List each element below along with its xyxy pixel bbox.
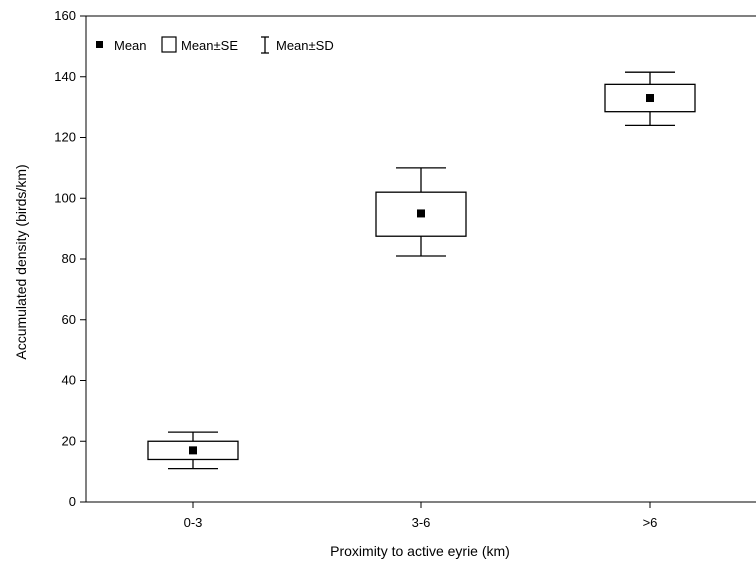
x-tick-label: 0-3	[184, 515, 203, 530]
x-axis-label: Proximity to active eyrie (km)	[330, 543, 510, 559]
y-tick-label: 80	[62, 251, 76, 266]
y-tick-label: 60	[62, 312, 76, 327]
y-tick-label: 160	[54, 8, 76, 23]
y-tick-label: 40	[62, 373, 76, 388]
y-axis: 0 20 40 60 80 100 120 140 160	[54, 8, 86, 509]
y-tick-label: 140	[54, 69, 76, 84]
y-tick-label: 100	[54, 190, 76, 205]
mean-marker	[417, 209, 425, 218]
boxes	[147, 71, 696, 470]
y-tick-label: 20	[62, 433, 76, 448]
box-group-1	[147, 431, 239, 470]
legend-sd-label: Mean±SD	[276, 38, 334, 53]
legend-mean-symbol	[96, 41, 103, 48]
legend: Mean Mean±SE Mean±SD	[96, 36, 334, 54]
y-tick-label: 0	[69, 494, 76, 509]
x-tick-label: 3-6	[412, 515, 431, 530]
x-axis: 0-3 3-6 >6	[184, 502, 658, 530]
box-group-3	[604, 71, 696, 126]
y-tick-label: 120	[54, 130, 76, 145]
legend-mean-label: Mean	[114, 38, 147, 53]
legend-se-symbol	[161, 36, 177, 53]
mean-marker	[189, 446, 197, 455]
box-group-2	[375, 167, 467, 257]
legend-se-label: Mean±SE	[181, 38, 238, 53]
mean-marker	[646, 94, 654, 103]
x-tick-label: >6	[643, 515, 658, 530]
y-axis-label: Accumulated density (birds/km)	[13, 164, 29, 359]
